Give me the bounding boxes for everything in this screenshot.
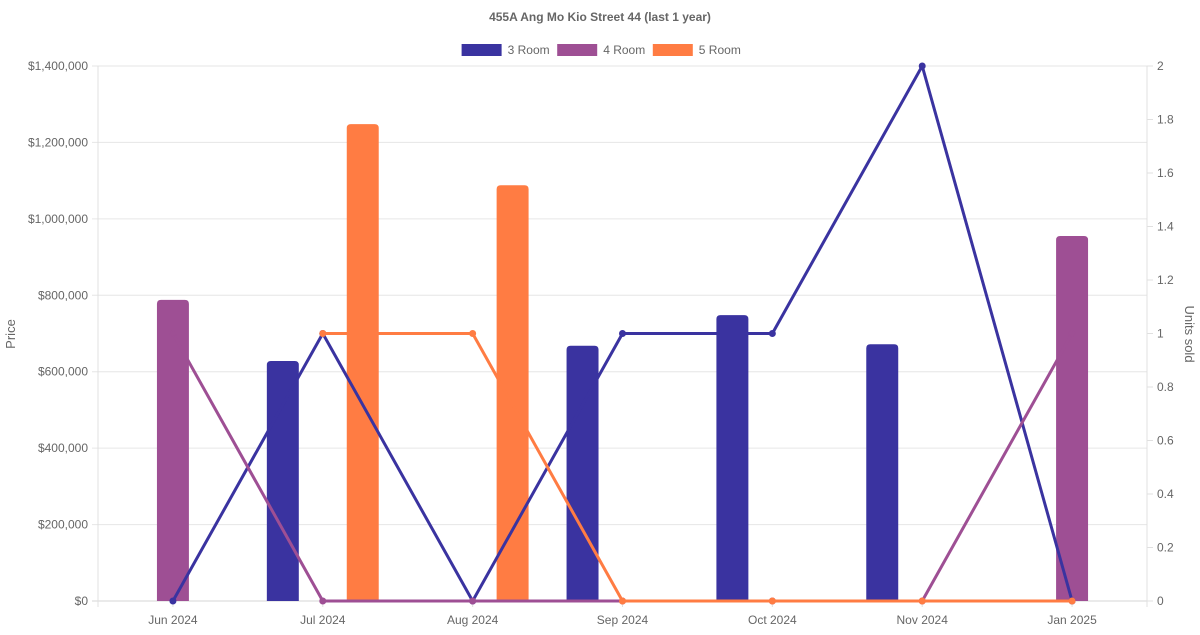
y2-tick-label: 0.4 xyxy=(1157,487,1174,501)
point-4-room xyxy=(1068,330,1076,337)
bar-5-room xyxy=(496,185,529,601)
y-tick-label: $800,000 xyxy=(38,288,88,302)
point-5-room xyxy=(319,330,327,337)
point-5-room xyxy=(918,597,926,605)
x-tick-label: Jan 2025 xyxy=(1047,613,1097,627)
legend-label: 3 Room xyxy=(508,43,550,57)
legend-label: 5 Room xyxy=(699,43,741,57)
y-tick-label: $0 xyxy=(75,594,89,608)
y2-tick-label: 0.6 xyxy=(1157,434,1174,448)
x-tick-label: Aug 2024 xyxy=(447,613,499,627)
y2-tick-label: 1.6 xyxy=(1157,166,1174,180)
legend-item: 4 Room xyxy=(557,43,645,57)
bar-3-room xyxy=(266,361,299,601)
y-tick-label: $400,000 xyxy=(38,441,88,455)
point-3-room xyxy=(768,330,776,337)
point-3-room xyxy=(918,62,926,70)
point-5-room xyxy=(619,597,626,605)
legend: 3 Room 4 Room 5 Room xyxy=(461,43,741,57)
x-tick-label: Oct 2024 xyxy=(748,613,797,627)
point-3-room xyxy=(619,330,626,337)
y-tick-label: $200,000 xyxy=(38,518,88,532)
x-axis-ticks: Jun 2024 Jul 2024 Aug 2024 Sep 2024 Oct 2024… xyxy=(148,601,1097,627)
y-axis-right-ticks: 0 0.2 0.4 0.6 0.8 1 1.2 1.4 1.6 1.8 2 xyxy=(1147,59,1174,608)
bar-3-room xyxy=(716,315,749,601)
legend-item: 5 Room xyxy=(652,43,741,57)
y2-tick-label: 0 xyxy=(1157,594,1164,608)
bar-3-room xyxy=(866,344,899,601)
y2-tick-label: 2 xyxy=(1157,59,1164,73)
point-3-room xyxy=(169,597,177,605)
point-4-room xyxy=(319,597,327,605)
line-series xyxy=(169,62,1076,605)
point-5-room xyxy=(469,330,477,337)
line-5-room xyxy=(322,332,1073,603)
y-tick-label: $600,000 xyxy=(38,365,88,379)
y-tick-label: $1,000,000 xyxy=(28,212,88,226)
point-4-room xyxy=(469,597,477,605)
legend-item: 3 Room xyxy=(461,43,550,57)
legend-swatch xyxy=(461,44,502,56)
x-tick-label: Sep 2024 xyxy=(597,613,649,627)
y-axis-label: Price xyxy=(3,319,18,349)
y-tick-label: $1,200,000 xyxy=(28,135,88,149)
legend-label: 4 Room xyxy=(603,43,645,57)
y2-tick-label: 1.2 xyxy=(1157,273,1174,287)
y2-tick-label: 0.8 xyxy=(1157,380,1174,394)
bar-4-room xyxy=(1056,236,1089,601)
bar-series xyxy=(156,124,1089,601)
line-4-room xyxy=(171,332,1074,603)
x-tick-label: Jul 2024 xyxy=(300,613,346,627)
chart-title: 455A Ang Mo Kio Street 44 (last 1 year) xyxy=(489,10,711,24)
y2-tick-label: 1 xyxy=(1157,327,1164,341)
point-4-room xyxy=(169,330,177,337)
y2-tick-label: 1.8 xyxy=(1157,113,1174,127)
y-tick-label: $1,400,000 xyxy=(28,59,88,73)
x-tick-label: Nov 2024 xyxy=(897,613,949,627)
bar-3-room xyxy=(566,345,599,601)
point-5-room xyxy=(768,597,776,605)
bar-5-room xyxy=(346,124,379,601)
legend-swatch xyxy=(557,44,598,56)
point-5-room xyxy=(1068,597,1076,605)
y2-tick-label: 0.2 xyxy=(1157,541,1174,555)
y2-tick-label: 1.4 xyxy=(1157,220,1174,234)
y-axis-left-ticks: $0 $200,000 $400,000 $600,000 $800,000 $1,000… xyxy=(28,59,88,608)
legend-swatch xyxy=(652,44,693,56)
x-tick-label: Jun 2024 xyxy=(148,613,198,627)
bar-4-room xyxy=(156,299,189,601)
y2-axis-label: Units sold xyxy=(1182,305,1197,362)
